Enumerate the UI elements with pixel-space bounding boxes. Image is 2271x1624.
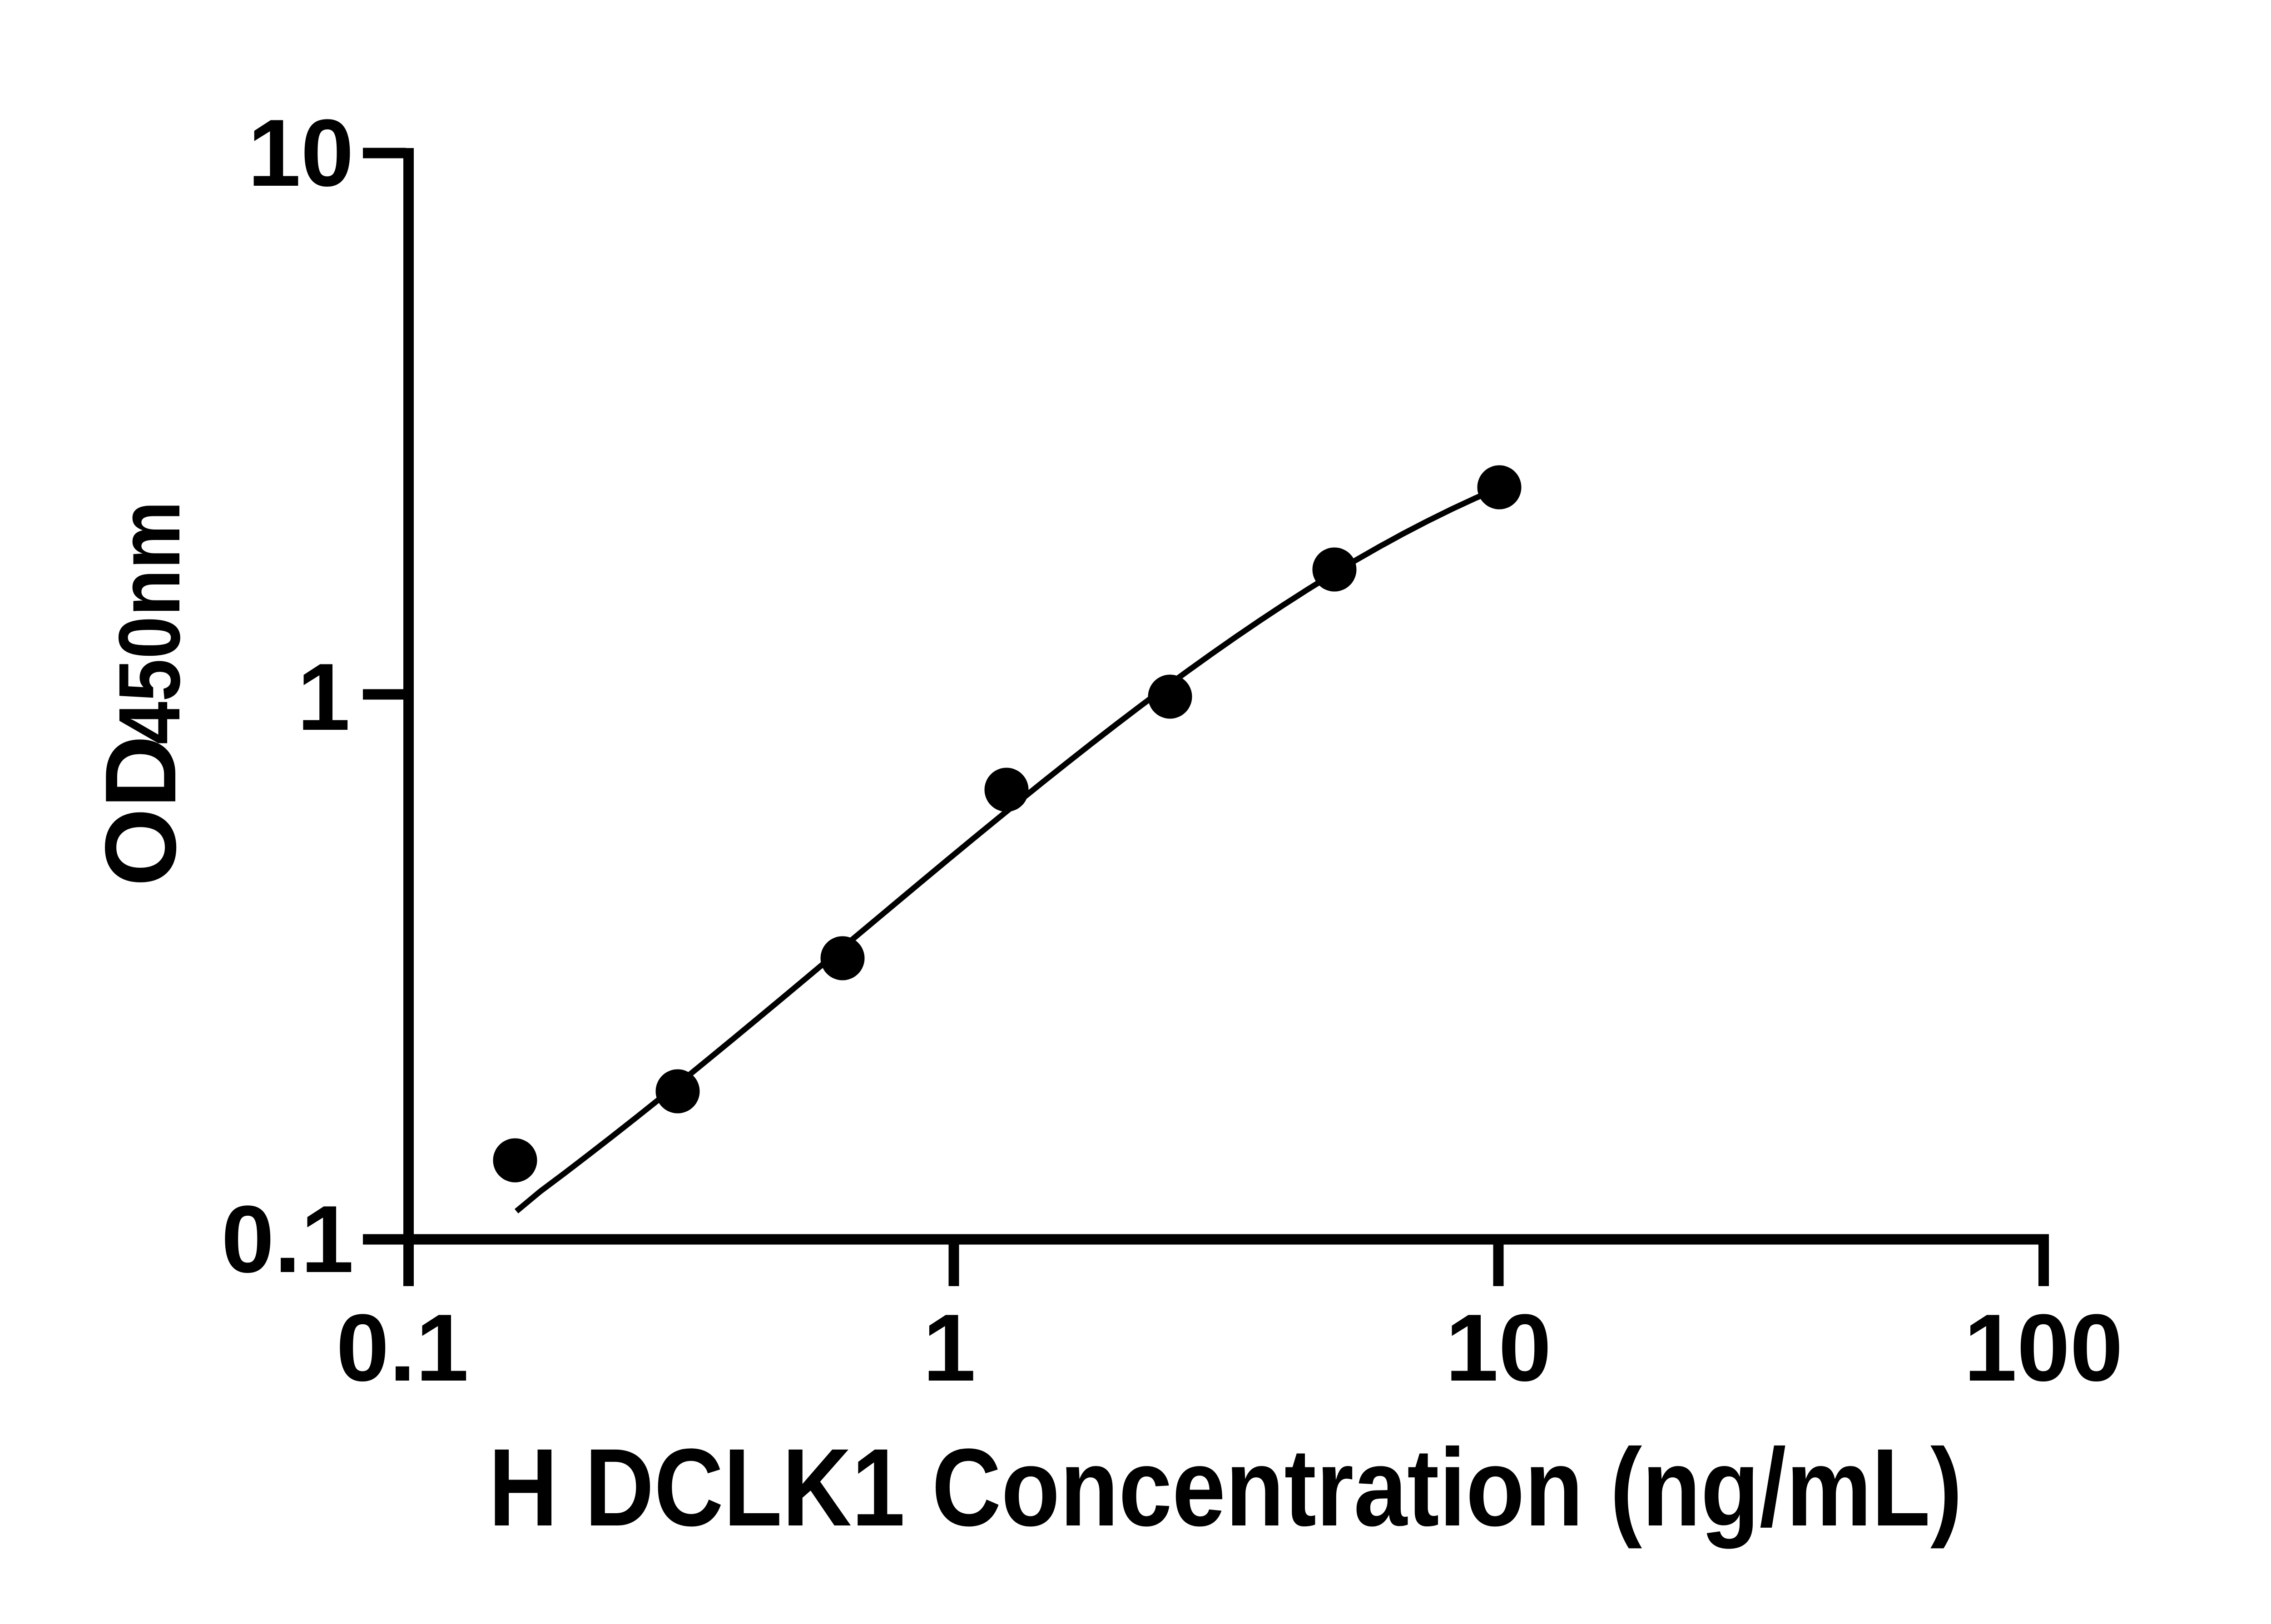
svg-text:H DCLK1 Concentration (ng/mL): H DCLK1 Concentration (ng/mL) xyxy=(489,1426,1963,1549)
svg-text:100: 100 xyxy=(1964,1294,2123,1401)
svg-text:10: 10 xyxy=(1445,1294,1552,1401)
svg-text:OD: OD xyxy=(84,735,197,886)
svg-text:450nm: 450nm xyxy=(100,501,198,744)
svg-text:1: 1 xyxy=(923,1294,976,1401)
svg-text:0.1: 0.1 xyxy=(221,1186,354,1292)
svg-text:1: 1 xyxy=(297,644,350,750)
svg-text:10: 10 xyxy=(248,99,354,206)
svg-text:0.1: 0.1 xyxy=(336,1294,469,1401)
